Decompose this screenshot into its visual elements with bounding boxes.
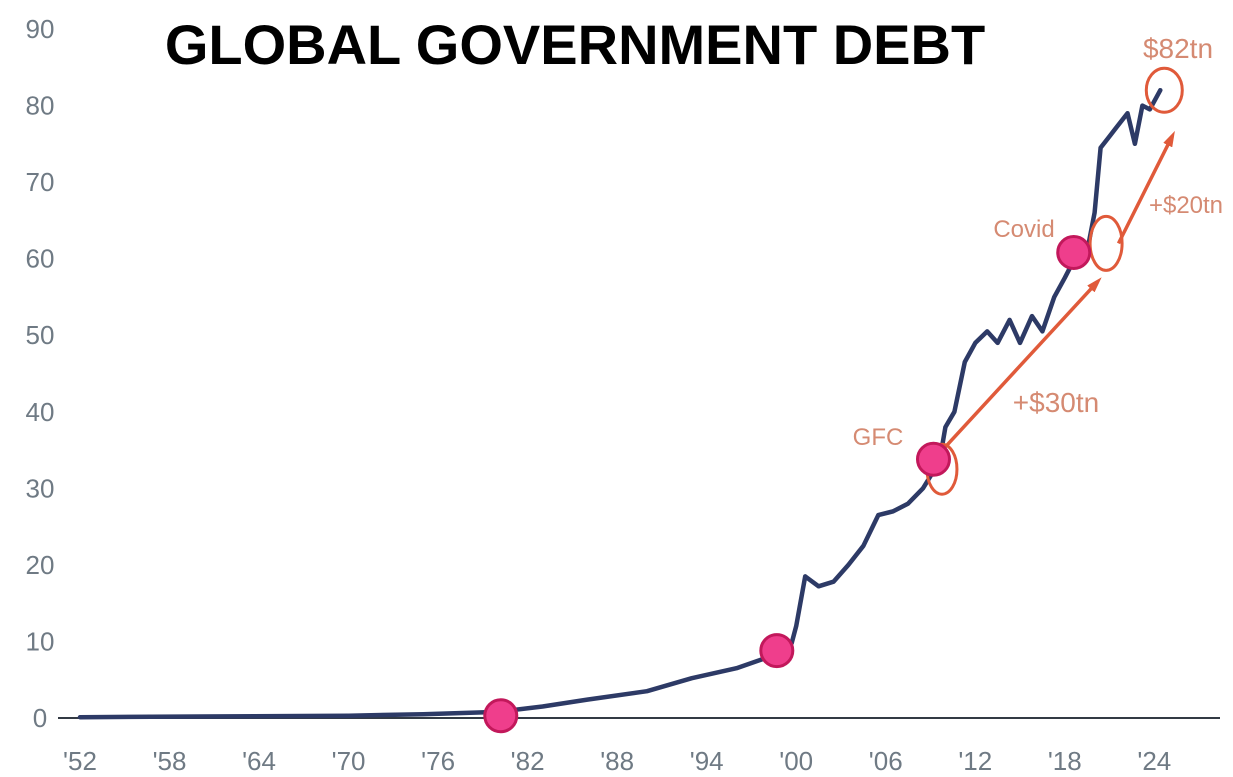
x-tick-label: '00 bbox=[779, 746, 813, 776]
y-axis-ticks: 0 10 20 30 40 50 60 70 80 90 bbox=[26, 14, 55, 733]
y-tick-label: 20 bbox=[26, 550, 55, 580]
x-tick-label: '88 bbox=[600, 746, 634, 776]
arrow-20tn bbox=[1116, 130, 1175, 245]
y-tick-label: 90 bbox=[26, 14, 55, 44]
x-tick-label: '64 bbox=[242, 746, 276, 776]
x-tick-label: '82 bbox=[511, 746, 545, 776]
x-tick-label: '76 bbox=[421, 746, 455, 776]
label-covid: Covid bbox=[993, 216, 1054, 243]
peak-ring bbox=[1144, 66, 1184, 114]
x-axis-ticks: '52 '58 '64 '70 '76 '82 '88 '94 '00 '06 '12 '18 '24 bbox=[63, 746, 1171, 776]
x-tick-label: '06 bbox=[869, 746, 903, 776]
label-20tn: +$20tn bbox=[1149, 192, 1223, 219]
y-tick-label: 80 bbox=[26, 91, 55, 121]
label-30tn: +$30tn bbox=[1013, 387, 1099, 418]
y-tick-label: 40 bbox=[26, 397, 55, 427]
series-line bbox=[77, 87, 1163, 720]
x-tick-label: '58 bbox=[153, 746, 187, 776]
arrow-30tn bbox=[941, 277, 1102, 452]
highlight-point bbox=[759, 633, 795, 669]
y-tick-label: 0 bbox=[33, 703, 47, 733]
x-tick-label: '18 bbox=[1048, 746, 1082, 776]
highlight-point bbox=[915, 441, 951, 477]
x-tick-label: '52 bbox=[63, 746, 97, 776]
y-tick-label: 70 bbox=[26, 167, 55, 197]
highlight-point bbox=[1056, 235, 1092, 271]
x-tick-label: '70 bbox=[332, 746, 366, 776]
highlight-point bbox=[483, 698, 519, 734]
annotation-layer: $82tn Covid GFC +$30tn +$20tn bbox=[853, 33, 1223, 496]
y-tick-label: 50 bbox=[26, 320, 55, 350]
label-gfc: GFC bbox=[853, 424, 904, 451]
x-tick-label: '12 bbox=[958, 746, 992, 776]
x-tick-label: '94 bbox=[690, 746, 724, 776]
chart-title: GLOBAL GOVERNMENT DEBT bbox=[165, 13, 985, 76]
highlight-markers bbox=[483, 235, 1092, 734]
y-tick-label: 60 bbox=[26, 244, 55, 274]
label-82tn: $82tn bbox=[1143, 33, 1213, 64]
x-tick-label: '24 bbox=[1137, 746, 1171, 776]
y-tick-label: 30 bbox=[26, 473, 55, 503]
covid-ring bbox=[1088, 214, 1124, 272]
y-tick-label: 10 bbox=[26, 626, 55, 656]
